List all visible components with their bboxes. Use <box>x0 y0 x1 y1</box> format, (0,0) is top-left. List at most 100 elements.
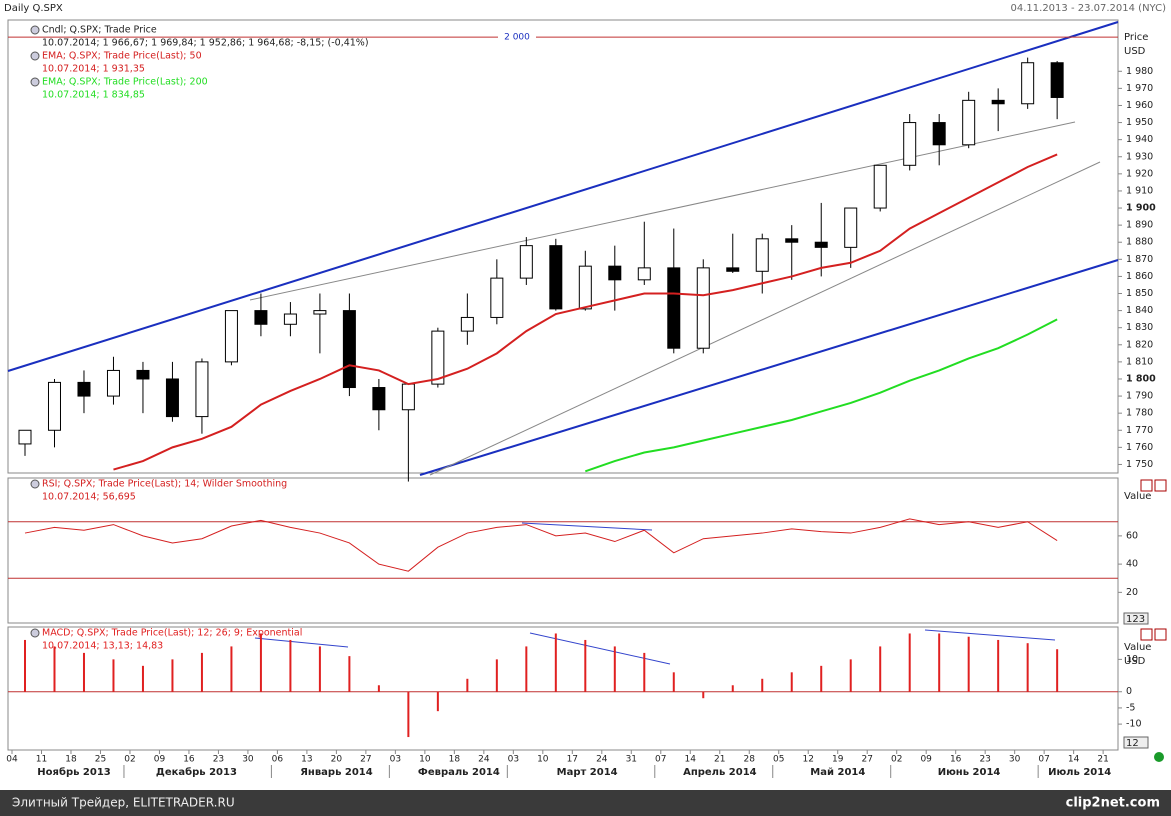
histogram-bar <box>112 659 115 692</box>
histogram-bar <box>908 633 911 692</box>
scale-box[interactable] <box>1123 612 1149 625</box>
x-tick-label: 07 <box>655 755 666 765</box>
x-tick-label: 21 <box>714 755 725 765</box>
x-tick-label: 24 <box>478 755 490 765</box>
histogram-bar <box>731 685 734 692</box>
candle-body <box>667 267 681 349</box>
watermark: clip2net.com <box>1066 796 1160 811</box>
x-tick-label: 03 <box>390 755 401 765</box>
legend-icon <box>30 628 40 638</box>
candle-body <box>165 378 179 418</box>
histogram-bar <box>82 652 85 692</box>
x-tick-label: 27 <box>861 755 872 765</box>
indicator-line <box>24 518 1058 572</box>
divergence-line <box>529 632 671 665</box>
button[interactable] <box>1140 628 1153 641</box>
y-tick-label: 1 800 <box>1126 373 1156 384</box>
x-tick-label: 18 <box>65 755 77 765</box>
y-tick-label: 1 880 <box>1126 237 1153 248</box>
x-tick-label: 14 <box>685 755 697 765</box>
histogram-bar <box>525 646 528 692</box>
axis-label: Value <box>1124 491 1151 502</box>
legend-icon <box>30 77 40 87</box>
footer-text: Элитный Трейдер, ELITETRADER.RU <box>12 796 235 810</box>
histogram-bar <box>466 678 469 692</box>
histogram-bar <box>584 639 587 692</box>
trend-line <box>429 161 1101 476</box>
histogram-bar <box>171 659 174 692</box>
candle-body <box>844 207 858 248</box>
histogram-bar <box>702 691 705 699</box>
chart-title: Daily Q.SPX <box>4 3 63 14</box>
candle-body <box>136 369 150 380</box>
candle-body <box>342 310 356 389</box>
histogram-bar <box>643 652 646 692</box>
histogram-bar <box>1056 649 1059 692</box>
x-tick-label: 30 <box>242 755 254 765</box>
indicator-line <box>584 318 1058 473</box>
button[interactable] <box>1154 479 1167 492</box>
close-buttons <box>1140 479 1167 641</box>
y-tick-label: 1 890 <box>1126 220 1153 231</box>
x-tick-label: 25 <box>95 755 106 765</box>
legend-name: EMA; Q.SPX; Trade Price(Last); 50 <box>42 51 202 62</box>
histogram-bar <box>436 691 439 712</box>
histogram-bar <box>761 678 764 692</box>
button[interactable] <box>1154 628 1167 641</box>
candle-body <box>313 310 327 315</box>
y-tick-label: 1 750 <box>1126 459 1153 470</box>
x-tick-label: 19 <box>832 755 844 765</box>
y-tick-label: 1 980 <box>1126 66 1153 77</box>
axis-unit: USD <box>1124 46 1146 57</box>
status-dot <box>1154 752 1164 762</box>
legend-name: MACD; Q.SPX; Trade Price(Last); 12; 26; … <box>42 628 302 639</box>
histogram-bar <box>230 646 233 692</box>
x-tick-label: 21 <box>1097 755 1108 765</box>
histogram-bar <box>790 672 793 692</box>
month-label: Январь 2014 <box>300 767 373 778</box>
x-tick-label: 09 <box>154 755 166 765</box>
legend-info: 10.07.2014; 56,695 <box>42 492 136 503</box>
histogram-bar <box>1026 643 1029 692</box>
annotation-bg <box>498 31 536 44</box>
divergence-line <box>521 522 653 531</box>
scale-box[interactable] <box>1123 736 1149 749</box>
candle-body <box>519 245 533 279</box>
histogram-bar <box>377 685 380 692</box>
x-tick-label: 31 <box>626 755 637 765</box>
price-panel <box>7 19 1119 474</box>
button[interactable] <box>1140 479 1153 492</box>
y-tick-label: 1 790 <box>1126 391 1153 402</box>
histogram-bar <box>967 636 970 692</box>
x-tick-label: 11 <box>36 755 47 765</box>
candle-body <box>696 267 710 349</box>
y-tick-label: 1 950 <box>1126 117 1153 128</box>
histogram-bar <box>318 646 321 692</box>
x-tick-label: 23 <box>979 755 990 765</box>
y-tick-label: 1 960 <box>1126 100 1153 111</box>
x-tick-label: 05 <box>773 755 784 765</box>
month-label: Июнь 2014 <box>938 767 1001 778</box>
candle-body <box>578 265 592 310</box>
legend-info: 10.07.2014; 13,13; 14,83 <box>42 641 163 652</box>
rsi-panel <box>7 477 1119 624</box>
histogram-bar <box>53 646 56 692</box>
x-tick-label: 16 <box>950 755 962 765</box>
y-tick-label: 0 <box>1126 686 1132 697</box>
month-label: Апрель 2014 <box>683 767 757 778</box>
candle-body <box>726 267 740 272</box>
y-tick-label: 1 810 <box>1126 356 1153 367</box>
legend-icon <box>30 51 40 61</box>
candle-body <box>401 383 415 411</box>
histogram-bar <box>259 633 262 692</box>
histogram-bar <box>289 639 292 692</box>
legend-name: RSI; Q.SPX; Trade Price(Last); 14; Wilde… <box>42 479 287 490</box>
x-tick-label: 28 <box>744 755 756 765</box>
candle-body <box>254 310 268 325</box>
histogram-bar <box>997 639 1000 692</box>
y-tick-label: 10 <box>1126 654 1138 665</box>
x-tick-label: 20 <box>331 755 343 765</box>
candle-body <box>903 122 917 166</box>
month-label: Ноябрь 2013 <box>37 766 110 778</box>
